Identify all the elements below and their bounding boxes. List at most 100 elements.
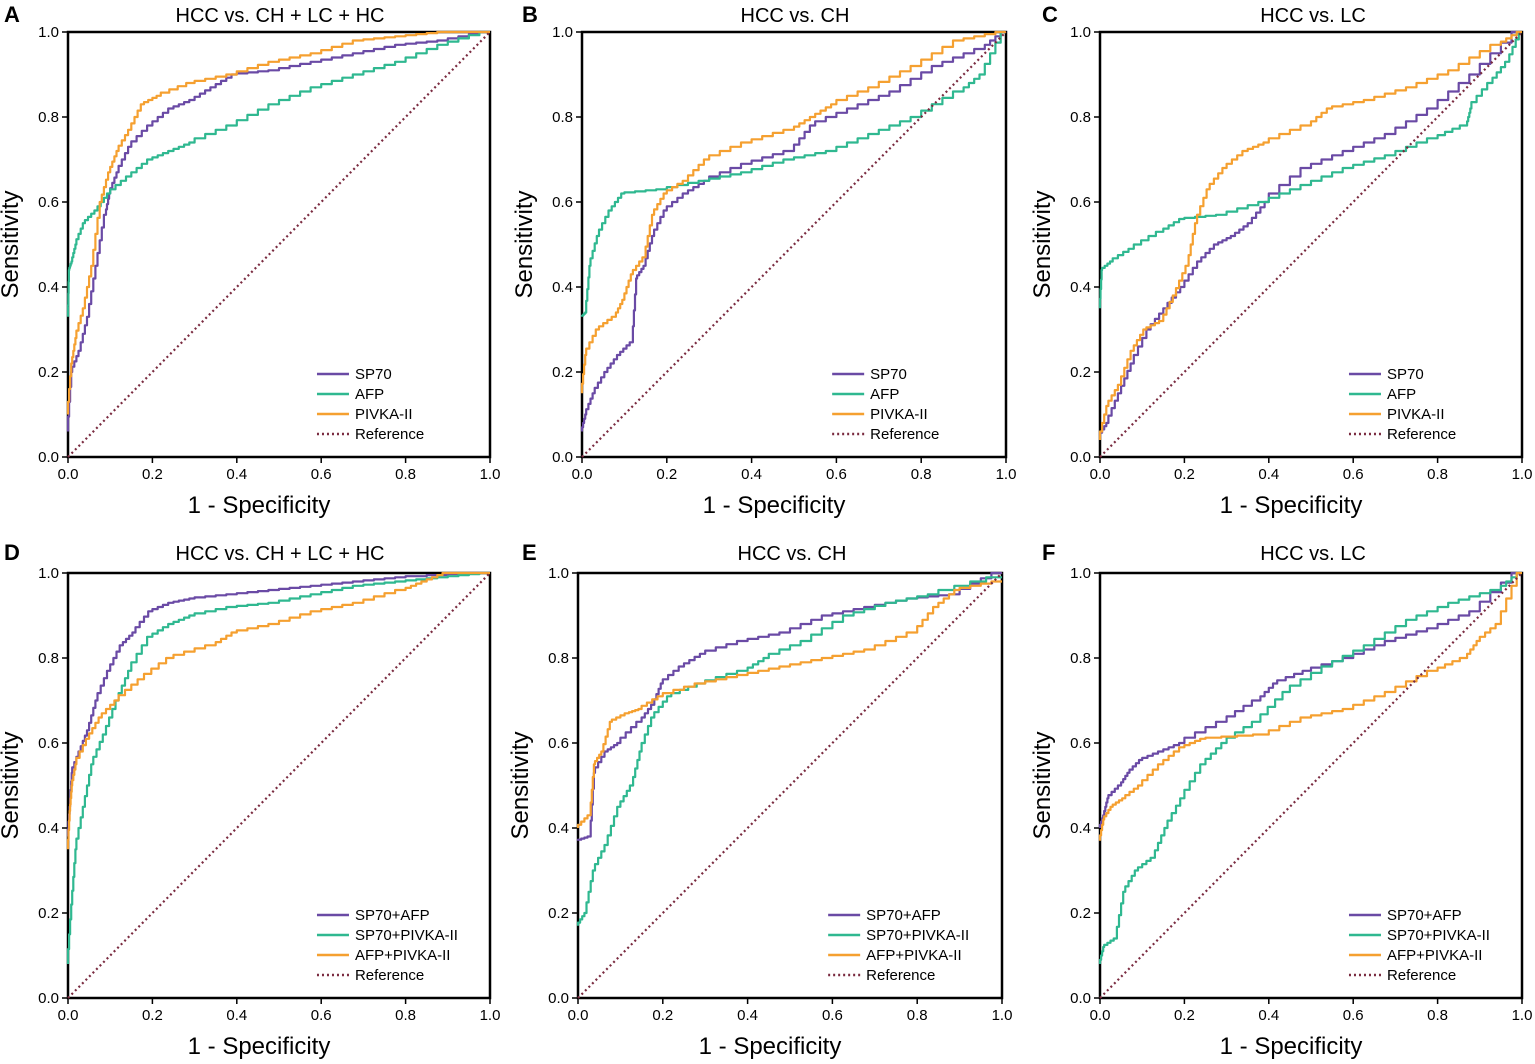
x-axis-title: 1 - Specificity [188, 1033, 331, 1060]
plot-frame [66, 571, 492, 1000]
x-tick-label: 0.2 [1174, 1007, 1195, 1024]
y-tick-label: 0.6 [38, 194, 59, 211]
panel-letter: A [4, 2, 20, 27]
series-line-pivka-ii [66, 30, 490, 415]
series-line-sp70-pivka-ii [1098, 571, 1522, 964]
x-tick-label: 0.8 [911, 466, 932, 483]
y-tick-label: 0.4 [552, 279, 573, 296]
y-tick-label: 0.4 [1070, 279, 1091, 296]
legend-label: Reference [355, 967, 424, 984]
legend-label: SP70 [1387, 366, 1424, 383]
plot-frame [576, 571, 1004, 1000]
x-axis-title: 1 - Specificity [1220, 492, 1363, 519]
series-line-afp [1098, 30, 1522, 309]
panel-b: B HCC vs. CH 0.0 0.2 0.4 0.6 0.8 1.0 0.0 0.2 0.4 0.… [511, 2, 1016, 519]
legend-label: PIVKA-II [1387, 406, 1445, 423]
y-tick-label: 0.8 [1070, 109, 1091, 126]
series-line-sp70-afp [1098, 571, 1522, 828]
y-tick-label: 0.4 [548, 820, 569, 837]
legend-label: SP70 [870, 366, 907, 383]
y-axis-title: Sensitivity [0, 731, 24, 839]
x-tick-label: 0.8 [395, 466, 416, 483]
x-tick-label: 0.8 [1427, 1007, 1448, 1024]
legend-label: AFP+PIVKA-II [866, 947, 961, 964]
chart-title: HCC vs. CH + LC + HC [176, 5, 385, 27]
x-tick-label: 0.4 [226, 466, 247, 483]
x-tick-label: 1.0 [480, 466, 501, 483]
x-tick-label: 0.6 [822, 1007, 843, 1024]
x-tick-label: 0.0 [1090, 466, 1111, 483]
legend-label: Reference [866, 967, 935, 984]
series-line-reference [1099, 31, 1523, 458]
x-tick-label: 0.8 [1427, 466, 1448, 483]
y-tick-label: 0.4 [1070, 820, 1091, 837]
legend-label: AFP+PIVKA-II [355, 947, 450, 964]
legend-label: SP70+AFP [355, 907, 430, 924]
legend-label: PIVKA-II [870, 406, 928, 423]
x-tick-label: 0.2 [1174, 466, 1195, 483]
panel-letter: C [1042, 2, 1058, 27]
plot-frame [1098, 30, 1524, 459]
legend-label: SP70+AFP [1387, 907, 1462, 924]
plot-frame [66, 30, 492, 459]
x-tick-label: 0.0 [58, 1007, 79, 1024]
y-tick-label: 1.0 [552, 24, 573, 41]
y-tick-label: 0.8 [38, 109, 59, 126]
x-axis-title: 1 - Specificity [1220, 1033, 1363, 1060]
legend-label: SP70+AFP [866, 907, 941, 924]
x-tick-label: 0.0 [58, 466, 79, 483]
y-tick-label: 0.8 [1070, 650, 1091, 667]
panel-d: D HCC vs. CH + LC + HC 0.0 0.2 0.4 0.6 0.8 1.0 0… [0, 540, 500, 1060]
legend-label: AFP [1387, 386, 1416, 403]
x-tick-label: 0.6 [1343, 1007, 1364, 1024]
series-line-pivka-ii [1098, 30, 1522, 440]
chart-title: HCC vs. CH [741, 5, 850, 27]
y-tick-label: 0.4 [38, 279, 59, 296]
legend-label: Reference [355, 426, 424, 443]
x-tick-label: 0.8 [395, 1007, 416, 1024]
y-tick-label: 0.0 [548, 990, 569, 1007]
legend-label: Reference [870, 426, 939, 443]
series-line-sp70 [66, 30, 490, 432]
plot-frame [1098, 571, 1524, 1000]
y-axis-title: Sensitivity [1029, 190, 1056, 298]
chart-title: HCC vs. CH [738, 543, 847, 565]
x-tick-label: 0.0 [568, 1007, 589, 1024]
x-tick-label: 0.8 [907, 1007, 928, 1024]
y-tick-label: 0.6 [1070, 194, 1091, 211]
chart-title: HCC vs. LC [1260, 5, 1366, 27]
series-line-sp70 [1098, 30, 1522, 436]
panel-e: E HCC vs. CH 0.0 0.2 0.4 0.6 0.8 1.0 0.0 0.2 0.4 0.… [507, 540, 1012, 1060]
y-tick-label: 0.6 [38, 735, 59, 752]
x-tick-label: 0.2 [142, 466, 163, 483]
legend-label: PIVKA-II [355, 406, 413, 423]
y-tick-label: 1.0 [1070, 565, 1091, 582]
y-tick-label: 0.0 [552, 449, 573, 466]
panel-letter: D [4, 540, 20, 565]
y-tick-label: 0.2 [38, 905, 59, 922]
x-axis-title: 1 - Specificity [188, 492, 331, 519]
x-axis-title: 1 - Specificity [703, 492, 846, 519]
y-tick-label: 0.0 [1070, 449, 1091, 466]
legend-label: AFP+PIVKA-II [1387, 947, 1482, 964]
series-line-pivka-ii [580, 30, 1006, 394]
y-tick-label: 1.0 [38, 24, 59, 41]
x-tick-label: 0.0 [1090, 1007, 1111, 1024]
y-tick-label: 0.2 [548, 905, 569, 922]
x-tick-label: 1.0 [480, 1007, 501, 1024]
x-tick-label: 1.0 [996, 466, 1017, 483]
legend-label: SP70+PIVKA-II [866, 927, 969, 944]
x-tick-label: 0.4 [226, 1007, 247, 1024]
series-line-sp70-afp [66, 571, 490, 837]
x-tick-label: 0.4 [1258, 1007, 1279, 1024]
y-tick-label: 0.4 [38, 820, 59, 837]
series-line-afp [580, 30, 1006, 317]
series-line-afp-pivka-ii [1098, 571, 1522, 841]
series-line-sp70-pivka-ii [66, 571, 490, 964]
x-tick-label: 0.4 [1258, 466, 1279, 483]
y-tick-label: 1.0 [1070, 24, 1091, 41]
series-line-sp70 [580, 30, 1006, 432]
y-tick-label: 1.0 [548, 565, 569, 582]
y-axis-title: Sensitivity [507, 731, 534, 839]
series-line-afp-pivka-ii [576, 580, 1002, 828]
